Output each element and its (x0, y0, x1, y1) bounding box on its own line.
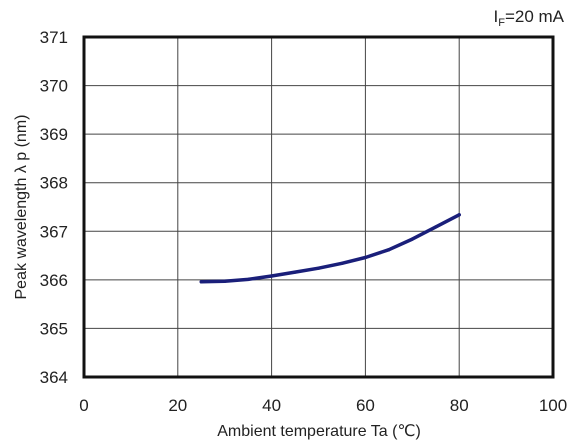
data-point (457, 213, 461, 217)
data-point (387, 248, 391, 252)
y-tick-label: 370 (40, 77, 68, 96)
x-tick-label: 60 (356, 396, 375, 415)
series-layer (199, 213, 461, 284)
data-point (340, 261, 344, 265)
x-tick-label: 80 (450, 396, 469, 415)
condition-value: =20 mA (505, 7, 565, 26)
condition-label: IF=20 mA (493, 7, 564, 29)
y-tick-label: 369 (40, 125, 68, 144)
data-point (246, 277, 250, 281)
condition-symbol: I (493, 7, 498, 26)
y-tick-labels: 364 365 366 367 368 369 370 371 (40, 28, 68, 387)
data-point (199, 280, 203, 284)
x-tick-labels: 0 20 40 60 80 100 (79, 396, 567, 415)
condition-subscript: F (498, 17, 505, 29)
x-axis-title: Ambient temperature Ta (℃) (217, 423, 421, 440)
data-point (434, 225, 438, 229)
y-tick-label: 366 (40, 271, 68, 290)
x-tick-label: 0 (79, 396, 88, 415)
y-tick-label: 368 (40, 174, 68, 193)
x-tick-label: 100 (539, 396, 567, 415)
data-point (293, 270, 297, 274)
y-axis-title: Peak wavelength λ p (nm) (13, 115, 30, 300)
grid (83, 36, 554, 378)
y-tick-label: 364 (40, 368, 68, 387)
plot-frame (82, 35, 555, 379)
y-tick-label: 371 (40, 28, 68, 47)
data-point (316, 266, 321, 270)
x-tick-label: 20 (168, 396, 187, 415)
data-point (363, 255, 367, 260)
y-tick-label: 365 (40, 319, 68, 338)
series-line (199, 213, 461, 284)
data-point (410, 237, 414, 241)
x-tick-label: 40 (262, 396, 281, 415)
data-point (270, 274, 274, 278)
y-tick-label: 367 (40, 222, 68, 241)
data-point (223, 279, 227, 283)
